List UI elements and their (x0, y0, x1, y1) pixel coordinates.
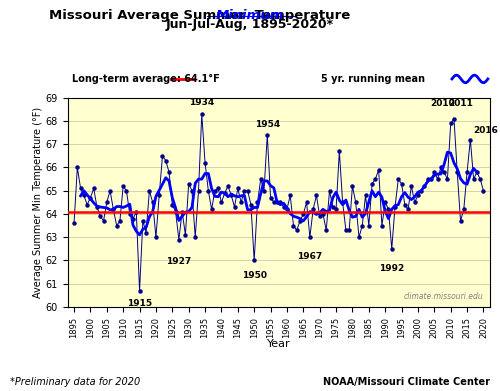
Text: 2011: 2011 (448, 99, 473, 108)
X-axis label: Year: Year (267, 339, 290, 349)
Text: 5 yr. running mean: 5 yr. running mean (321, 74, 425, 84)
Text: 1950: 1950 (242, 271, 266, 280)
Text: 2010: 2010 (430, 99, 455, 108)
Text: 1927: 1927 (166, 257, 192, 266)
Text: Long-term average: 64.1°F: Long-term average: 64.1°F (72, 74, 220, 84)
Text: *Preliminary data for 2020: *Preliminary data for 2020 (10, 377, 140, 387)
Text: 1954: 1954 (254, 120, 280, 129)
Text: climate.missouri.edu: climate.missouri.edu (404, 292, 483, 301)
Y-axis label: Average Summer Min Temperature (°F): Average Summer Min Temperature (°F) (32, 107, 42, 298)
Text: Minimum: Minimum (216, 9, 284, 22)
Text: Jun-Jul-Aug, 1895-2020*: Jun-Jul-Aug, 1895-2020* (166, 18, 334, 31)
Text: 1934: 1934 (189, 98, 214, 107)
Text: NOAA/Missouri Climate Center: NOAA/Missouri Climate Center (323, 377, 490, 387)
Text: 2016: 2016 (474, 126, 498, 135)
Text: 1992: 1992 (379, 264, 404, 273)
Text: Temperature: Temperature (250, 9, 350, 22)
Text: 1915: 1915 (127, 299, 152, 308)
Text: Missouri Average Summer: Missouri Average Summer (49, 9, 250, 22)
Text: 1967: 1967 (297, 252, 322, 261)
